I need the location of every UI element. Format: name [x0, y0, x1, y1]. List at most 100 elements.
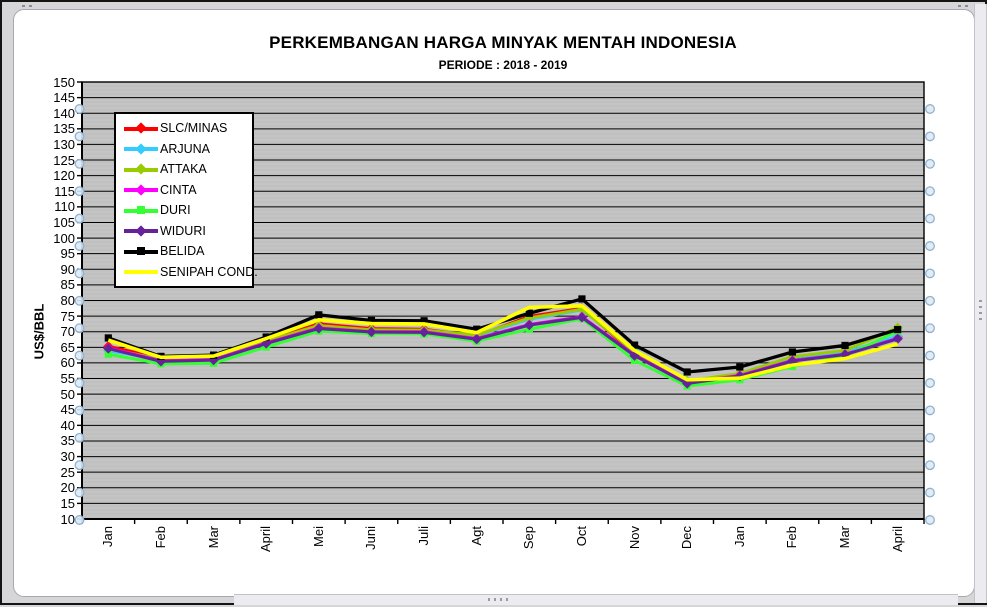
frame-corner-mark: [29, 5, 32, 7]
x-category-label: Oct: [573, 526, 589, 547]
chart-legend[interactable]: SLC/MINAS ARJUNA ATTAKA CINTA DURI WIDURI BELI…: [114, 112, 258, 288]
legend-swatch-icon: [124, 267, 158, 276]
series-senipah-cond-[interactable]: [107, 304, 899, 382]
selection-handle[interactable]: [74, 487, 85, 498]
y-tick-label: 150: [53, 74, 75, 90]
selection-handle[interactable]: [74, 432, 85, 443]
legend-item[interactable]: SLC/MINAS: [124, 118, 252, 139]
y-tick-label: 95: [60, 246, 75, 262]
selection-handle[interactable]: [74, 104, 85, 114]
selection-handle[interactable]: [74, 268, 85, 279]
y-tick-label: 60: [60, 355, 75, 371]
selection-handle[interactable]: [925, 350, 935, 361]
x-category-label: Dec: [679, 526, 695, 550]
scrollbar-grip-dot: [506, 598, 508, 601]
data-point-marker: [892, 333, 903, 344]
legend-item[interactable]: WIDURI: [124, 221, 252, 242]
selection-handle[interactable]: [74, 158, 85, 169]
legend-item[interactable]: ARJUNA: [124, 139, 252, 160]
data-point-marker: [104, 350, 112, 358]
y-tick-label: 10: [60, 511, 75, 527]
x-category-label: Juli: [416, 526, 432, 546]
selection-handle[interactable]: [925, 186, 935, 197]
y-tick-label: 50: [60, 386, 75, 402]
y-tick-label: 85: [60, 277, 75, 293]
data-point-marker: [630, 341, 639, 349]
selection-handle[interactable]: [925, 432, 935, 443]
chart-title: PERKEMBANGAN HARGA MINYAK MENTAH INDONES…: [269, 33, 737, 52]
selection-handle[interactable]: [74, 515, 85, 525]
y-tick-label: 80: [60, 293, 75, 308]
y-tick-label: 135: [53, 121, 75, 137]
gridline-selection-handles[interactable]: [74, 104, 935, 525]
frame-corner-mark: [965, 5, 968, 7]
selection-handle[interactable]: [74, 241, 85, 251]
selection-handle[interactable]: [925, 487, 935, 498]
y-tick-label: 20: [60, 480, 75, 496]
selection-handle[interactable]: [925, 378, 935, 388]
selection-handle[interactable]: [925, 515, 935, 525]
selection-handle[interactable]: [74, 323, 85, 334]
legend-label: BELIDA: [160, 244, 205, 259]
selection-handle[interactable]: [74, 186, 85, 197]
y-tick-label: 105: [53, 214, 75, 230]
legend-label: WIDURI: [160, 223, 206, 238]
legend-item[interactable]: DURI: [124, 200, 252, 221]
selection-handle[interactable]: [74, 131, 85, 142]
selection-handle[interactable]: [74, 350, 85, 361]
data-point-marker: [578, 295, 586, 303]
data-point-marker: [418, 327, 430, 338]
y-tick-label: 140: [53, 105, 75, 121]
series-line: [107, 304, 899, 382]
data-point-marker: [313, 323, 324, 334]
selection-handle[interactable]: [925, 268, 935, 279]
selection-handle[interactable]: [925, 104, 935, 114]
legend-label: SENIPAH COND.: [160, 264, 258, 279]
vertical-scrollbar[interactable]: [974, 4, 987, 603]
selection-handle[interactable]: [74, 378, 85, 388]
x-category-label: Feb: [152, 526, 168, 549]
legend-swatch-icon: [124, 184, 158, 196]
legend-swatch-icon: [124, 206, 158, 215]
x-category-label: Mar: [837, 526, 853, 549]
legend-item[interactable]: BELIDA: [124, 241, 252, 262]
x-category-label: Sep: [521, 526, 537, 550]
x-category-label: Mei: [310, 526, 326, 547]
legend-item[interactable]: CINTA: [124, 180, 252, 201]
selection-handle[interactable]: [925, 460, 935, 471]
selection-handle[interactable]: [74, 460, 85, 471]
y-tick-label: 45: [60, 402, 75, 418]
x-category-label: Jan: [731, 526, 747, 547]
selection-handle[interactable]: [925, 323, 935, 334]
selection-handle[interactable]: [925, 405, 935, 416]
x-category-label: April: [258, 526, 274, 553]
selection-handle[interactable]: [74, 295, 85, 306]
legend-swatch-icon: [124, 225, 158, 237]
selection-handle[interactable]: [925, 213, 935, 224]
data-point-marker: [366, 326, 377, 338]
data-point-marker: [525, 309, 533, 317]
legend-item[interactable]: ATTAKA: [124, 159, 252, 180]
scrollbar-grip-dot: [979, 318, 982, 320]
horizontal-scrollbar[interactable]: [234, 594, 958, 605]
selection-handle[interactable]: [925, 131, 935, 142]
x-category-label: April: [889, 526, 905, 553]
selection-handle[interactable]: [925, 158, 935, 169]
selection-handle[interactable]: [925, 295, 935, 306]
selection-handle[interactable]: [74, 213, 85, 224]
y-tick-label: 120: [53, 168, 75, 184]
selection-handle[interactable]: [925, 241, 935, 251]
data-point-marker: [473, 325, 481, 333]
legend-item[interactable]: SENIPAH COND.: [124, 262, 258, 283]
legend-label: ATTAKA: [160, 162, 207, 177]
data-point-marker: [683, 368, 691, 376]
y-tick-label: 90: [60, 261, 75, 277]
selection-handle[interactable]: [74, 405, 85, 416]
x-category-label: Feb: [784, 526, 800, 549]
scrollbar-grip-dot: [979, 306, 982, 308]
series-line: [107, 315, 899, 386]
data-point-marker: [788, 348, 797, 356]
data-point-marker: [420, 317, 428, 325]
legend-swatch-icon: [124, 163, 158, 175]
y-tick-label: 25: [60, 464, 75, 480]
